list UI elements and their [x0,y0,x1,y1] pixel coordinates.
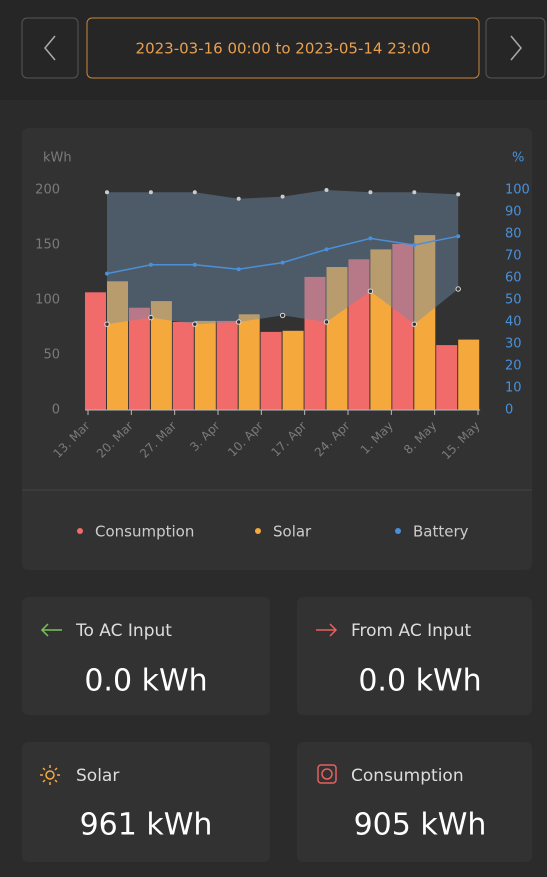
battery-point [280,260,285,265]
legend-label: Consumption [95,523,194,541]
y2-tick-label: 20 [505,359,522,374]
legend-marker [255,528,261,534]
battery-point [368,236,373,241]
sun-icon [40,765,60,785]
legend-label: Battery [413,523,469,541]
band-max-point [368,190,373,195]
y2-tick-label: 100 [505,183,530,198]
arrow-right-icon [316,623,338,637]
y2-tick-label: 10 [505,381,522,396]
y-tick-label: 200 [35,183,60,198]
y2-tick-label: 90 [505,205,522,220]
battery-point [148,262,153,267]
bar [304,276,326,410]
outlet-icon [317,764,337,784]
band-min-point [411,321,417,327]
card-value: 0.0 kWh [84,664,207,699]
battery-point [456,234,461,239]
band-max-point [324,188,329,192]
date-range: 2023-03-16 00:00 to 2023-05-14 23:00 [136,40,431,58]
battery-point [236,267,241,272]
y-tick-label: 0 [52,403,60,418]
card-title: Consumption [351,766,464,786]
legend-marker [77,528,83,534]
bar [348,259,370,410]
legend-marker [395,528,401,534]
battery-point [105,271,109,276]
bar [128,307,150,410]
bar [436,345,458,410]
card [297,742,532,862]
y2-tick-label: 0 [505,403,513,418]
card-value: 961 kWh [80,808,213,843]
bar [85,292,106,410]
card-title: From AC Input [351,621,471,641]
arrow-left-icon [40,623,62,637]
battery-point [324,247,329,252]
bar [392,243,414,410]
bar [326,267,348,410]
y2-tick-label: 30 [505,337,522,352]
bar [414,235,436,410]
band-min-point [192,321,198,327]
cards: To AC Input From AC Input Solar Consumpt… [22,597,532,862]
next-button[interactable] [485,17,546,79]
next-icon [510,35,522,61]
band-max-point [456,192,461,197]
bar [458,339,480,410]
card-title: To AC Input [75,621,172,641]
y2-axis-label: % [512,151,524,166]
top-bar [0,0,547,100]
card [22,742,270,862]
card [22,597,270,715]
bar [260,331,282,410]
band-min-point [323,319,330,325]
y2-tick-label: 60 [505,271,522,286]
legend: Consumption Solar Battery [77,523,469,541]
card-value: 0.0 kWh [358,664,481,699]
band-max-point [105,190,109,195]
prev-icon [44,35,56,61]
band-min-point [279,312,286,319]
band-min-point [148,314,154,321]
legend-label: Solar [273,523,312,541]
bar [238,314,260,410]
y-tick-label: 150 [35,238,60,253]
prev-button[interactable] [21,17,79,79]
card-title: Solar [76,766,119,786]
band-max-point [280,194,285,199]
band-min-point [104,321,110,327]
band-min-point [367,288,374,294]
y2-tick-label: 50 [505,293,522,308]
date-range-box[interactable] [86,17,480,79]
battery-band [107,190,459,325]
bar [150,301,172,410]
band-max-point [236,196,241,201]
band-min-point [455,286,461,292]
bar [172,322,194,410]
y-tick-label: 100 [35,293,60,308]
y2-tick-label: 40 [505,315,522,330]
bar [216,320,238,410]
battery-point [192,262,197,267]
battery-point [412,243,417,247]
y-tick-label: 50 [43,348,60,363]
band-max-point [192,190,197,195]
bar [282,330,304,410]
bar [194,320,216,410]
y2-tick-label: 80 [505,227,522,242]
y2-tick-label: 70 [505,249,522,264]
bar [107,281,128,410]
band-max-point [412,190,417,195]
band-min-point [236,319,242,325]
y-axis-label: kWh [43,151,72,166]
band-max-point [148,190,153,195]
card-value: 905 kWh [354,808,487,843]
bar [370,249,392,410]
card [297,597,532,715]
